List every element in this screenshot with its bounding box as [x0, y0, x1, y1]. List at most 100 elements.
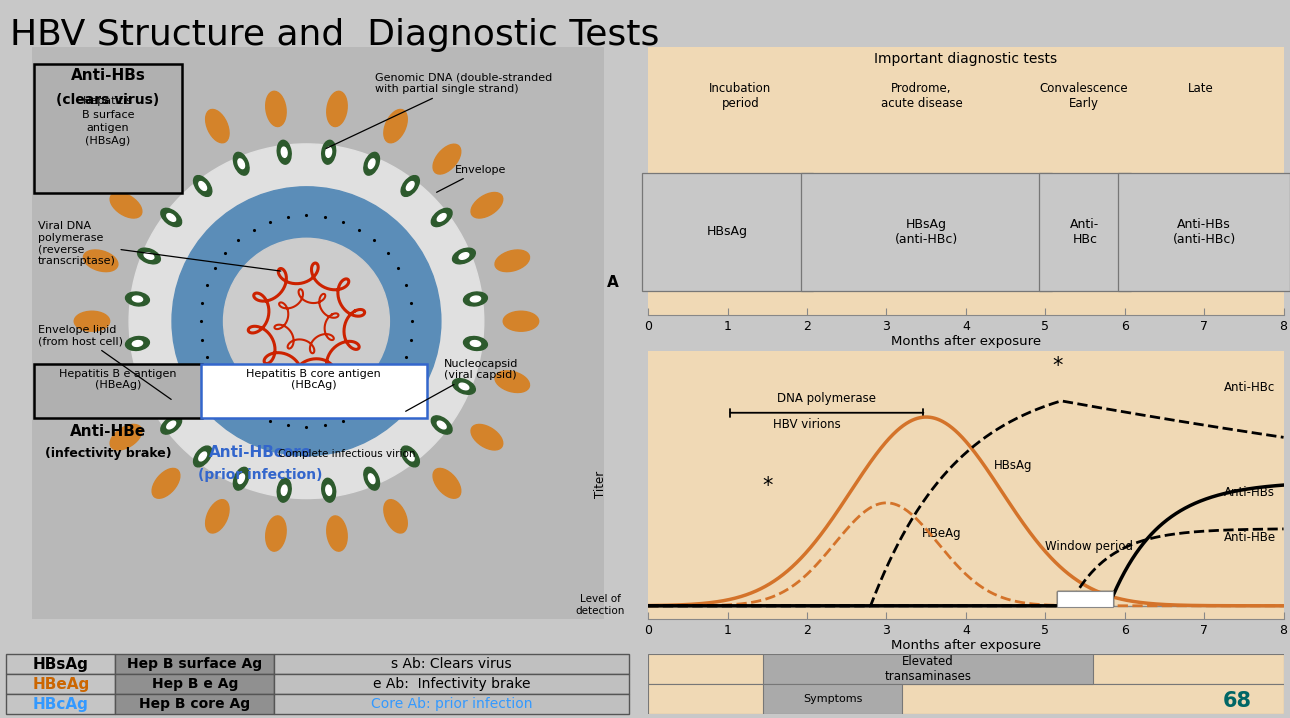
FancyBboxPatch shape — [34, 64, 182, 192]
X-axis label: Months after exposure: Months after exposure — [891, 335, 1041, 348]
Text: HBV virions: HBV virions — [773, 418, 841, 431]
Text: Incubation
period: Incubation period — [710, 82, 771, 110]
Ellipse shape — [453, 248, 475, 264]
Circle shape — [129, 144, 484, 498]
FancyBboxPatch shape — [34, 364, 203, 419]
Bar — [275, 654, 630, 674]
Ellipse shape — [459, 253, 468, 259]
Ellipse shape — [459, 383, 468, 390]
Text: HBsAg
(anti-HBc): HBsAg (anti-HBc) — [894, 218, 957, 246]
Text: Envelope: Envelope — [436, 164, 507, 192]
Bar — [115, 694, 275, 714]
Text: Symptoms: Symptoms — [802, 694, 862, 704]
Text: HBcAg: HBcAg — [34, 697, 89, 712]
Ellipse shape — [233, 152, 249, 175]
Ellipse shape — [161, 208, 182, 227]
Text: Elevated
transaminases: Elevated transaminases — [884, 656, 971, 684]
Ellipse shape — [384, 500, 408, 533]
Ellipse shape — [152, 144, 179, 174]
Text: Nucleocapsid
(viral capsid): Nucleocapsid (viral capsid) — [405, 359, 519, 411]
Text: Anti-HBs: Anti-HBs — [1224, 486, 1275, 500]
Text: HBeAg: HBeAg — [32, 677, 89, 692]
Bar — [762, 654, 1093, 684]
Bar — [275, 674, 630, 694]
Text: Prodrome,
acute disease: Prodrome, acute disease — [881, 82, 962, 110]
Ellipse shape — [495, 370, 529, 393]
Ellipse shape — [431, 208, 451, 227]
Ellipse shape — [166, 421, 175, 429]
Text: Convalescence
Early: Convalescence Early — [1040, 82, 1127, 110]
Ellipse shape — [326, 91, 347, 126]
Ellipse shape — [406, 452, 414, 461]
Text: *: * — [762, 476, 773, 495]
Text: *: * — [1053, 355, 1063, 376]
Ellipse shape — [133, 340, 143, 346]
Ellipse shape — [84, 250, 117, 271]
Text: Hepatitis B core antigen
(HBcAg): Hepatitis B core antigen (HBcAg) — [246, 368, 381, 390]
Ellipse shape — [138, 248, 160, 264]
Circle shape — [172, 187, 441, 456]
Text: Hepatitis B e antigen
(HBeAg): Hepatitis B e antigen (HBeAg) — [59, 368, 177, 390]
Text: s Ab: Clears virus: s Ab: Clears virus — [391, 658, 512, 671]
Ellipse shape — [463, 337, 488, 350]
Ellipse shape — [138, 378, 160, 394]
Ellipse shape — [364, 152, 379, 175]
Text: Core Ab: prior infection: Core Ab: prior infection — [372, 697, 533, 712]
Bar — [275, 694, 630, 714]
Text: Hepatitis
B surface
antigen
(HBsAg): Hepatitis B surface antigen (HBsAg) — [81, 96, 134, 146]
Ellipse shape — [205, 500, 230, 533]
Ellipse shape — [166, 213, 175, 221]
Text: Anti-HBs: Anti-HBs — [71, 67, 146, 83]
Ellipse shape — [75, 311, 110, 331]
Text: e Ab:  Infectivity brake: e Ab: Infectivity brake — [373, 677, 530, 691]
Text: DNA polymerase: DNA polymerase — [778, 392, 876, 405]
FancyBboxPatch shape — [1118, 173, 1290, 291]
Text: A: A — [606, 275, 619, 290]
Ellipse shape — [161, 416, 182, 434]
Ellipse shape — [453, 378, 475, 394]
Bar — [1058, 591, 1113, 607]
Bar — [115, 674, 275, 694]
Ellipse shape — [495, 250, 529, 271]
Text: Anti-HBe: Anti-HBe — [70, 424, 146, 439]
Ellipse shape — [281, 485, 288, 495]
Text: (infectivity brake): (infectivity brake) — [45, 447, 172, 460]
Text: Anti-
HBc: Anti- HBc — [1071, 218, 1099, 246]
Text: Hep B core Ag: Hep B core Ag — [139, 697, 250, 712]
Ellipse shape — [384, 109, 408, 143]
Text: (prior infection): (prior infection) — [199, 468, 322, 482]
Ellipse shape — [321, 140, 335, 164]
Ellipse shape — [194, 446, 212, 467]
Text: (clears virus): (clears virus) — [57, 93, 160, 107]
Ellipse shape — [152, 468, 179, 498]
Ellipse shape — [266, 516, 286, 551]
Text: Anti-HBc: Anti-HBc — [1224, 381, 1276, 394]
Text: Anti-HBs
(anti-HBc): Anti-HBs (anti-HBc) — [1173, 218, 1236, 246]
Ellipse shape — [194, 176, 212, 197]
Text: HBsAg: HBsAg — [707, 225, 748, 238]
Ellipse shape — [471, 296, 481, 302]
Ellipse shape — [471, 340, 481, 346]
Ellipse shape — [281, 147, 288, 157]
Text: Complete infectious virion: Complete infectious virion — [277, 449, 415, 460]
Ellipse shape — [277, 140, 292, 164]
Ellipse shape — [133, 296, 143, 302]
Text: Viral DNA
polymerase
(reverse
transcriptase): Viral DNA polymerase (reverse transcript… — [37, 221, 281, 271]
Ellipse shape — [437, 213, 446, 221]
Ellipse shape — [471, 424, 503, 450]
Ellipse shape — [125, 337, 150, 350]
Text: Anti-HBcore: Anti-HBcore — [209, 445, 312, 460]
Ellipse shape — [369, 474, 375, 484]
Ellipse shape — [326, 147, 332, 157]
Ellipse shape — [199, 452, 206, 461]
FancyBboxPatch shape — [801, 173, 1051, 291]
Ellipse shape — [144, 253, 154, 259]
Ellipse shape — [503, 311, 539, 331]
Ellipse shape — [463, 292, 488, 306]
X-axis label: Months after exposure: Months after exposure — [891, 639, 1041, 653]
Ellipse shape — [326, 516, 347, 551]
Text: Window period: Window period — [1045, 540, 1133, 553]
Text: Titer: Titer — [595, 471, 608, 498]
FancyBboxPatch shape — [642, 173, 814, 291]
Circle shape — [223, 238, 390, 404]
